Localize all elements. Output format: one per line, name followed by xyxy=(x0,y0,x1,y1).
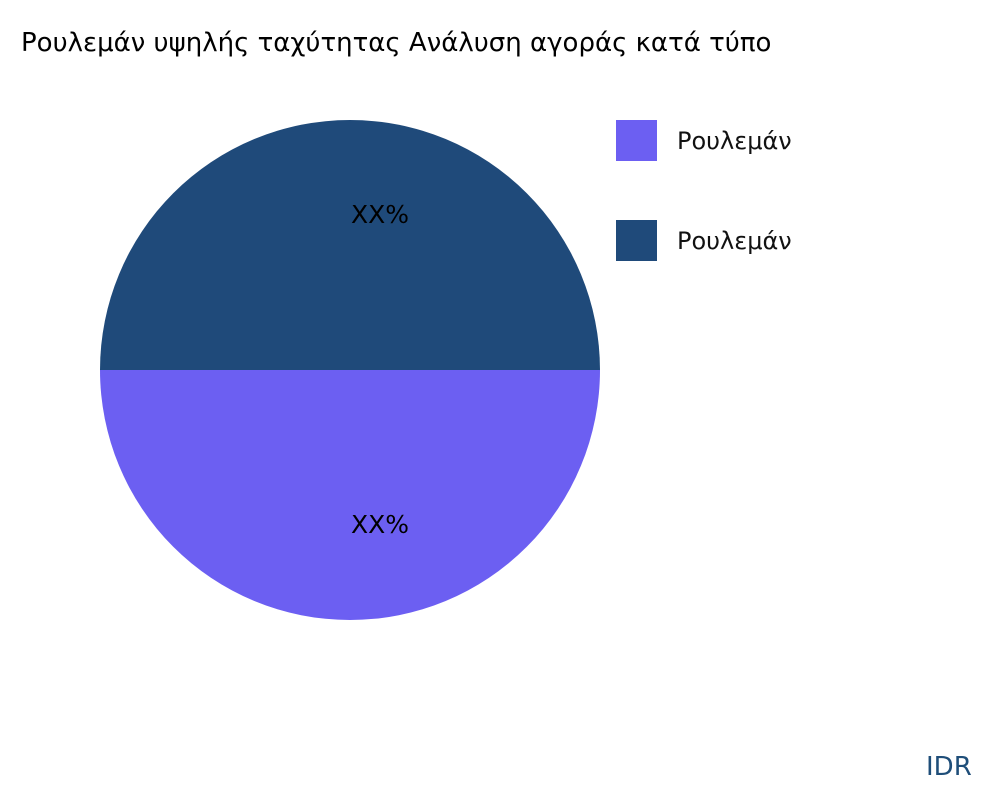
slice-label: XX% xyxy=(351,200,409,229)
chart-title: Ρουλεμάν υψηλής ταχύτητας Ανάλυση αγοράς… xyxy=(21,28,772,58)
pie-slice[interactable] xyxy=(100,370,600,620)
legend-label: Ρουλεμάν xyxy=(677,126,792,155)
watermark-logo: IDR xyxy=(926,752,972,782)
pie-slice[interactable] xyxy=(100,120,600,370)
legend-swatch xyxy=(616,120,657,161)
legend-swatch xyxy=(616,220,657,261)
legend-item[interactable]: Ρουλεμάν xyxy=(616,220,792,261)
legend-label: Ρουλεμάν xyxy=(677,226,792,255)
legend-item[interactable]: Ρουλεμάν xyxy=(616,120,792,161)
slice-label: XX% xyxy=(351,510,409,539)
